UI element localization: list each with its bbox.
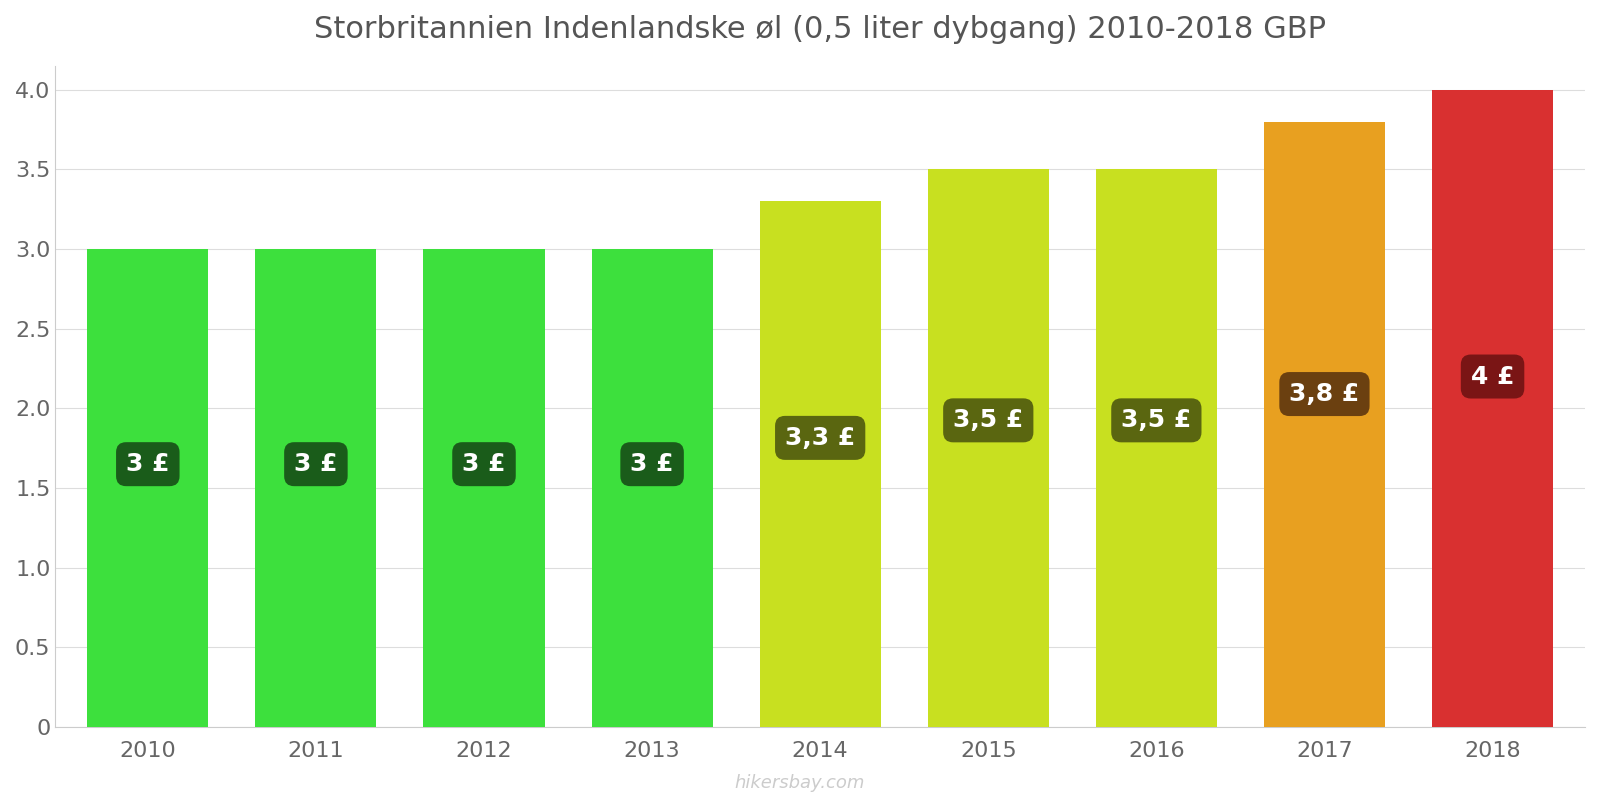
Bar [1432, 90, 1554, 727]
Text: 3 £: 3 £ [294, 452, 338, 476]
Bar [592, 249, 712, 727]
Text: 3 £: 3 £ [126, 452, 170, 476]
Bar [760, 202, 880, 727]
Text: 3 £: 3 £ [462, 452, 506, 476]
Title: Storbritannien Indenlandske øl (0,5 liter dybgang) 2010-2018 GBP: Storbritannien Indenlandske øl (0,5 lite… [314, 15, 1326, 44]
Bar [256, 249, 376, 727]
Bar [1096, 170, 1218, 727]
Bar [928, 170, 1048, 727]
Bar [88, 249, 208, 727]
Bar [1264, 122, 1386, 727]
Text: 3,5 £: 3,5 £ [1122, 408, 1192, 432]
Text: 3,5 £: 3,5 £ [954, 408, 1024, 432]
Text: 4 £: 4 £ [1470, 365, 1514, 389]
Text: 3,8 £: 3,8 £ [1290, 382, 1360, 406]
Text: 3 £: 3 £ [630, 452, 674, 476]
Text: hikersbay.com: hikersbay.com [734, 774, 866, 792]
Text: 3,3 £: 3,3 £ [786, 426, 856, 450]
Bar [424, 249, 544, 727]
